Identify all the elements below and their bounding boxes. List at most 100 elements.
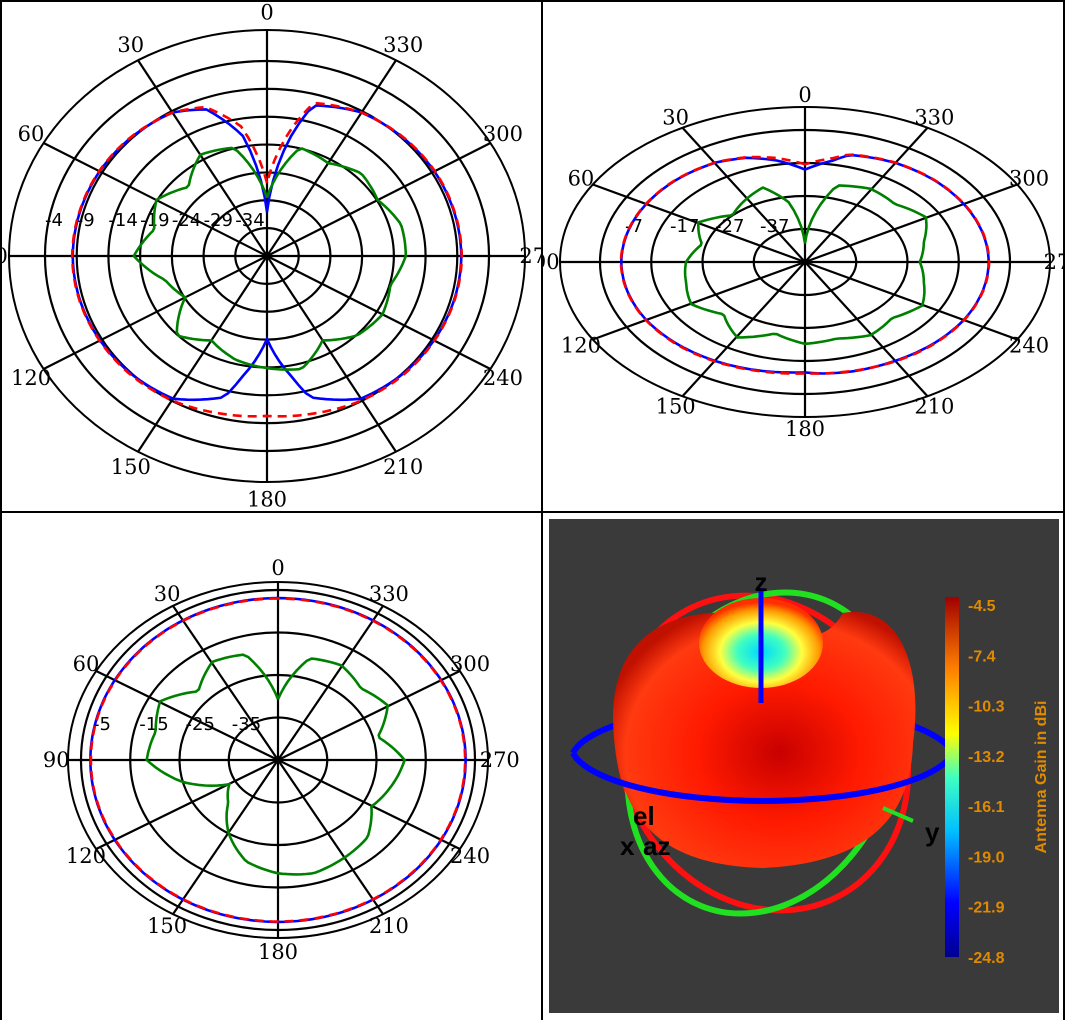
ring-tick-label: -25	[186, 714, 215, 735]
angle-tick-label: 150	[656, 395, 696, 419]
grid-spoke	[137, 255, 268, 453]
grid-spoke	[277, 605, 384, 761]
grid-spoke	[592, 260, 806, 341]
axis-label-x: x	[620, 831, 635, 861]
colorbar-tick-label: -13.2	[968, 749, 1005, 766]
angle-tick-label: 270	[519, 244, 541, 268]
angle-tick-label: 300	[483, 122, 523, 146]
angle-tick-label: 210	[369, 914, 409, 938]
angle-tick-label: 150	[111, 455, 151, 479]
angle-tick-label: 210	[914, 395, 954, 419]
colorbar-tick-label: -10.3	[968, 699, 1005, 716]
grid-spoke	[804, 261, 929, 397]
grid-spoke	[172, 759, 279, 915]
angle-tick-label: 120	[66, 844, 106, 868]
axis-label-az: az	[643, 831, 670, 861]
angle-tick-label: 180	[247, 488, 287, 511]
axis-label-z: z	[755, 567, 768, 597]
colorbar-tick-label: -16.1	[968, 799, 1005, 816]
colorbar	[945, 597, 959, 957]
angle-tick-label: 240	[483, 366, 523, 390]
angle-tick-label: 150	[147, 914, 187, 938]
grid-spoke	[137, 59, 268, 257]
colorbar-tick-label: -24.8	[968, 950, 1005, 967]
angle-tick-label: 60	[73, 652, 100, 676]
grid-spoke	[681, 261, 806, 397]
grid-spoke	[681, 127, 806, 263]
ring-tick-label: -4	[45, 210, 63, 231]
grid-spoke	[266, 255, 397, 453]
ring-tick-label: -17	[670, 216, 699, 237]
ring-tick-label: -24	[172, 210, 201, 231]
radiation-body	[613, 612, 916, 868]
angle-tick-label: 120	[11, 366, 51, 390]
border-left	[0, 0, 2, 1020]
angle-tick-label: 210	[383, 455, 423, 479]
border-top	[0, 0, 1065, 2]
angle-tick-label: 0	[798, 83, 811, 107]
angle-tick-label: 330	[914, 105, 954, 129]
grid-spoke	[43, 255, 268, 370]
ring-tick-label: -27	[715, 216, 744, 237]
angle-tick-label: 30	[117, 33, 144, 57]
polar-plot-1-svg: 0306090120150180210240270300330-4-9-14-1…	[2, 2, 541, 511]
colorbar-tick-label: -7.4	[968, 648, 996, 665]
angle-tick-label: 300	[1009, 166, 1049, 190]
angle-tick-label: 30	[662, 105, 689, 129]
colorbar-label: Antenna Gain in dBi	[1033, 701, 1050, 854]
series-green-line	[683, 184, 928, 346]
angle-tick-label: 180	[258, 940, 298, 964]
grid-spoke	[277, 759, 461, 850]
polar-plot-2-svg: 0 30 60 90 120 150 180 210 240 270 300 330 -7 -17 -27-…	[543, 83, 1063, 441]
ring-tick-label: -15	[139, 714, 168, 735]
divider-horizontal	[0, 511, 1065, 513]
series-red-line	[70, 101, 464, 418]
angle-tick-label: 240	[450, 844, 490, 868]
series-red-line	[89, 597, 467, 923]
angle-tick-label: 330	[383, 33, 423, 57]
angle-tick-label: 90	[43, 748, 70, 772]
colorbar-tick-label: -19.0	[968, 849, 1005, 866]
ring-tick-label: -9	[77, 210, 95, 231]
grid-spoke	[804, 260, 1018, 341]
grid-spoke	[277, 759, 384, 915]
angle-tick-label: 30	[154, 582, 181, 606]
angle-tick-label: 330	[369, 582, 409, 606]
axis-label-y: y	[925, 817, 940, 847]
ring-tick-label: -14	[108, 210, 137, 231]
angle-tick-label: 90	[2, 244, 8, 268]
angle-tick-label: 0	[271, 556, 284, 580]
angle-tick-label: 120	[561, 334, 601, 358]
pattern-3d-svg: z y elx az -4.5 -7.4 -10.3 -13.2 -16.1 -19.0 -21.9…	[549, 519, 1059, 1013]
azimuth-ring-front	[570, 751, 956, 804]
grid-spoke	[804, 183, 1018, 264]
divider-vertical	[541, 0, 543, 1020]
polar-2-group: 0 30 60 90 120 150 180 210 240 270 300 330 -7 -17 -27-…	[543, 83, 1063, 441]
grid-spoke	[804, 127, 929, 263]
angle-tick-label: 60	[18, 122, 45, 146]
angle-tick-label: 90	[543, 250, 560, 274]
pattern-3d-panel: z y el x az -4.5 -7.4 -10.3 -13.2 -16.1 -19.0 -21.9…	[543, 513, 1063, 1020]
series-red-line	[619, 153, 991, 375]
axis-label-el: el	[633, 801, 655, 831]
colorbar-tick-label: -4.5	[968, 598, 996, 615]
angle-tick-label: 240	[1009, 334, 1049, 358]
ring-tick-label: -35	[232, 714, 261, 735]
ring-tick-label: -34	[235, 210, 264, 231]
angle-tick-label: 270	[1044, 250, 1063, 274]
ring-tick-label: -29	[204, 210, 233, 231]
series-green-line	[145, 653, 407, 876]
colorbar-tick-label: -21.9	[968, 900, 1005, 917]
angle-tick-label: 180	[785, 417, 825, 441]
grid-spoke	[266, 255, 491, 370]
ring-tick-label: -7	[625, 216, 643, 237]
grid-spoke	[95, 759, 279, 850]
y-axis-line	[882, 806, 914, 823]
polar-plot-3: 0 30 60 90 120 150 180 210 240 270 300 330 -5 -15 -25-…	[2, 513, 541, 1020]
grid-spoke	[266, 59, 397, 257]
series-green-line	[132, 146, 408, 371]
polar-plot-2: 0 30 60 90 120 150 180 210 240 270 300 330 -7 -17 -27-…	[543, 2, 1063, 511]
